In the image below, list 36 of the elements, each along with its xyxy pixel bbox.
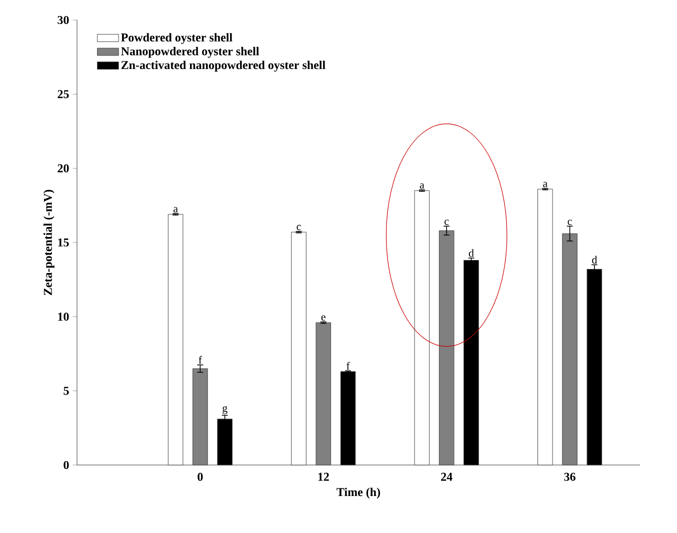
data-label: a [174,207,178,212]
data-label: f [346,362,350,370]
data-label: d [468,249,474,257]
data-label: f [198,356,202,364]
y-tick-label: 0 [64,460,69,470]
bar [316,322,332,466]
y-tick-label: 30 [58,16,69,24]
legend-label: Zn-activated nanopowdered oyster shell [121,60,326,72]
bar [538,188,553,466]
data-label: c [444,220,449,225]
legend-label: Powdered oyster shell [121,33,232,44]
bar [414,190,430,466]
x-axis-title: Time (h) [336,488,380,499]
x-tick-label: 12 [318,472,329,481]
y-tick-label: 25 [58,90,69,98]
data-label: a [543,182,548,188]
bar [192,368,208,466]
x-tick-label: 36 [564,472,576,481]
bar [168,214,184,466]
data-label: c [568,220,572,225]
data-label: g [222,406,228,414]
bar [291,232,306,466]
y-tick-label: 20 [58,164,69,172]
legend-label: Nanopowdered oyster shell [121,46,260,58]
bar [562,233,578,466]
data-label: e [321,315,326,321]
y-tick-label: 5 [64,386,69,395]
data-label: a [420,183,424,189]
data-label: c [296,224,301,230]
data-label: d [592,256,598,264]
y-tick-label: 15 [58,238,69,247]
y-tick-label: 10 [58,312,69,321]
x-tick-label: 0 [198,472,203,481]
bar [438,230,454,466]
x-tick-label: 24 [441,472,452,481]
y-axis-title: Zeta-potential (-mV) [43,190,54,296]
